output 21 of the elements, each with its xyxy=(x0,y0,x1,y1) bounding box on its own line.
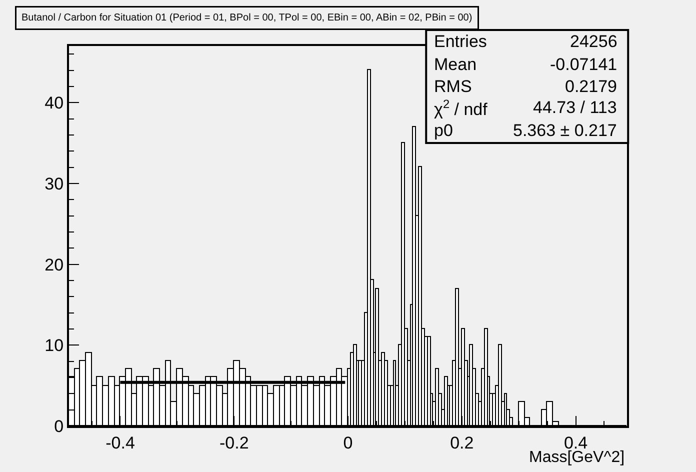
annotation: Entries xyxy=(434,32,487,51)
y-tick-label: 40 xyxy=(44,94,64,113)
y-tick-label: 20 xyxy=(44,255,64,274)
x-tick-label: -0.2 xyxy=(219,433,249,452)
x-axis-title: Mass[GeV^2] xyxy=(529,449,625,466)
annotation: χ$^{2}$ / ndf xyxy=(434,97,488,120)
x-tick-label: 0.2 xyxy=(450,433,474,452)
annotation: RMS xyxy=(434,77,472,96)
x-tick-label: 0 xyxy=(343,433,353,452)
annotation: Mean xyxy=(434,55,477,74)
x-tick-label: -0.4 xyxy=(106,433,135,452)
annotation: -0.07141 xyxy=(550,55,618,74)
annotation: 24256 xyxy=(570,32,618,51)
annotation: p0 xyxy=(434,121,453,140)
y-tick-label: 10 xyxy=(44,336,64,356)
annotation: 44.73 / 113 xyxy=(533,98,617,117)
chart-title: Butanol / Carbon for Situation 01 (Period = 01, BPol = 00, TPol = 00, EBin = 00, ABin = 02, PBin = 00) xyxy=(22,12,472,24)
annotation: 5.363 ± 0.217 xyxy=(513,121,617,140)
y-tick-label: 0 xyxy=(54,416,64,436)
annotation: 0.2179 xyxy=(565,77,617,96)
y-tick-label: 30 xyxy=(44,174,64,194)
